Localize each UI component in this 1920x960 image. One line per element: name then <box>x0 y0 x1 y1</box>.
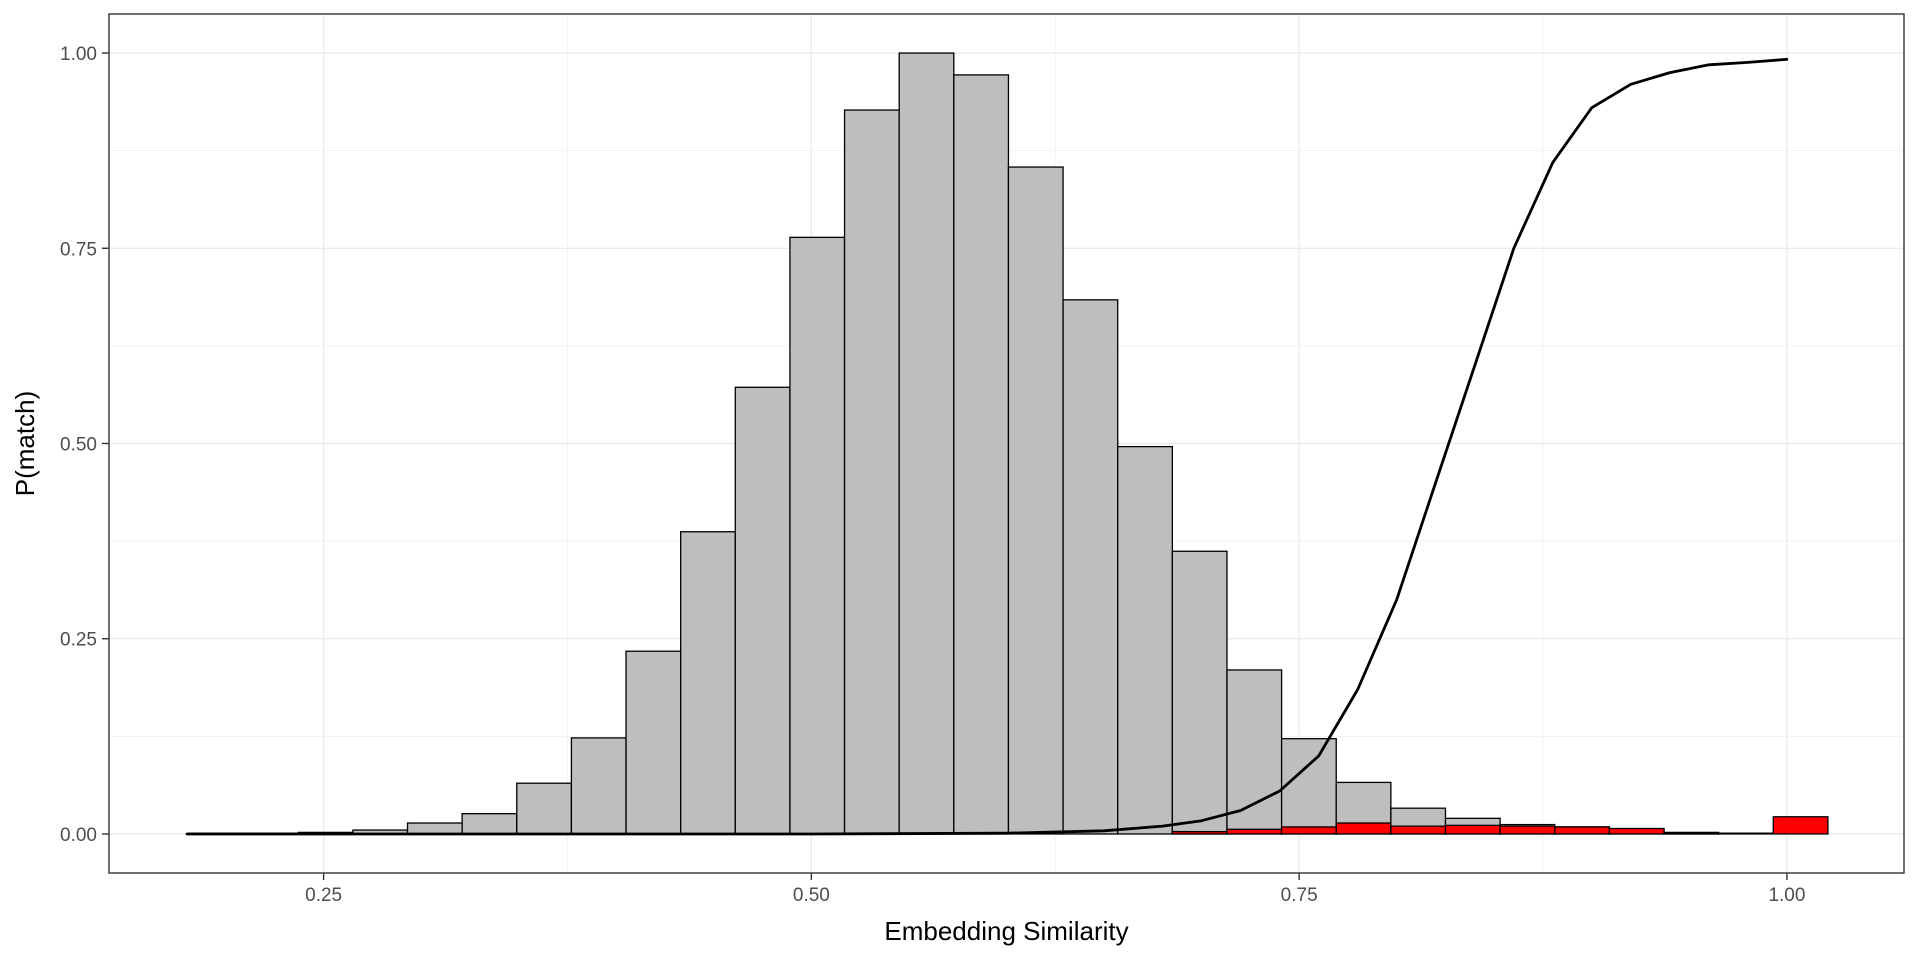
histogram-bar-red <box>1554 826 1611 835</box>
histogram-bar-red <box>1772 816 1829 835</box>
x-tick-label: 0.50 <box>793 885 830 906</box>
histogram-bar-red <box>1499 825 1556 835</box>
x-tick-label: 0.25 <box>305 885 342 906</box>
histogram-bar-gray <box>516 782 573 835</box>
histogram-bar-gray <box>570 737 627 835</box>
probability-curve-layer <box>185 57 1789 836</box>
x-tick-label: 1.00 <box>1768 885 1805 906</box>
histogram-bar-gray <box>1007 166 1064 835</box>
histogram-bar-gray <box>680 531 736 835</box>
y-tick-label: 0.75 <box>60 239 97 260</box>
histogram-bar-gray <box>625 650 682 835</box>
histogram-bar-gray <box>461 813 518 835</box>
x-axis-title: Embedding Similarity <box>884 916 1128 946</box>
histogram-gray-bars <box>188 52 1774 835</box>
y-tick-label: 0.25 <box>60 630 97 651</box>
histogram-bar-gray <box>843 109 900 835</box>
histogram-bar-gray <box>734 386 791 835</box>
histogram-red-bars <box>1171 816 1829 835</box>
y-tick-label: 1.00 <box>60 44 97 65</box>
x-axis: 0.25 0.50 0.75 1.00 <box>305 873 1805 906</box>
histogram-bar-gray <box>898 52 955 835</box>
y-axis: 0.00 0.25 0.50 0.75 1.00 <box>60 44 109 846</box>
histogram-bar-gray <box>953 74 1010 835</box>
histogram-bar-gray <box>789 236 846 835</box>
probability-curve <box>185 57 1789 836</box>
y-axis-title: P(match) <box>10 391 40 496</box>
histogram-bar-red <box>1663 832 1720 835</box>
histogram-bar-gray <box>1062 299 1119 835</box>
histogram-bar-gray <box>1280 738 1337 835</box>
x-tick-label: 0.75 <box>1281 885 1318 906</box>
histogram-bar-red <box>1390 825 1447 835</box>
y-tick-label: 0.00 <box>60 825 97 846</box>
histogram-bar-gray <box>1717 832 1774 835</box>
histogram-bar-gray <box>406 822 463 835</box>
histogram-bar-red <box>1608 827 1665 835</box>
histogram-bar-gray <box>1226 669 1283 835</box>
histogram-bar-red <box>1335 822 1392 835</box>
histogram-bar-gray <box>1171 550 1228 835</box>
histogram-bar-red <box>1280 826 1337 835</box>
histogram-bar-red <box>1171 830 1228 835</box>
histogram-bar-red <box>1226 828 1283 835</box>
y-tick-label: 0.50 <box>60 435 97 456</box>
histogram-bar-red <box>1444 824 1501 835</box>
histogram-bar-gray <box>1117 445 1173 835</box>
